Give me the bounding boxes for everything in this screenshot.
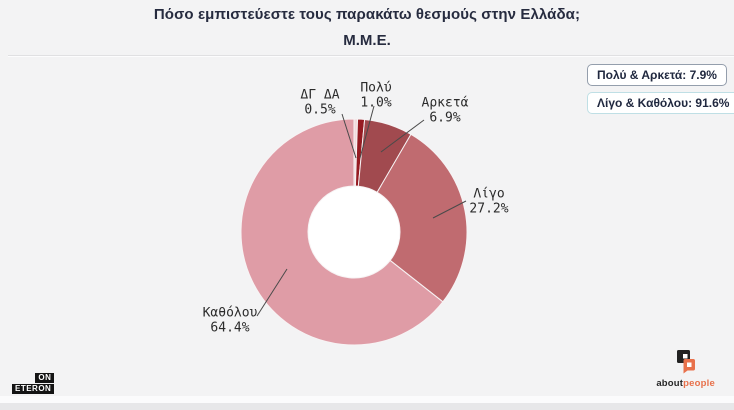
donut-hole [308, 186, 400, 278]
slice-label-ligo: Λίγο [473, 187, 504, 202]
slice-percent-poly: 1.0% [360, 96, 391, 111]
slice-percent-arketa: 6.9% [429, 111, 460, 126]
aboutpeople-wordmark: aboutpeople [656, 378, 715, 389]
summary-badge-poly-arketa: Πολύ & Αρκετά: 7.9% [587, 64, 727, 86]
leader-line-poly [359, 105, 375, 159]
slice-label-dg-da: ΔΓ ΔΑ [300, 88, 339, 103]
eteron-logo-on: ON [35, 373, 55, 383]
slice-label-arketa: Αρκετά [422, 96, 469, 111]
aboutpeople-word-people: people [683, 378, 715, 389]
eteron-logo: ON ETERON [12, 373, 55, 394]
title-divider [8, 55, 734, 56]
chart-subtitle: Μ.Μ.Ε. [343, 32, 391, 49]
aboutpeople-logo: aboutpeople [656, 349, 715, 389]
leader-line-ligo [432, 200, 467, 219]
leader-line-katholou [256, 268, 288, 317]
summary-badges: Πολύ & Αρκετά: 7.9% Λίγο & Καθόλου: 91.6… [587, 64, 734, 114]
aboutpeople-word-about: about [656, 378, 684, 389]
chart-title: Πόσο εμπιστεύεστε τους παρακάτω θεσμούς … [153, 6, 581, 23]
slice-percent-ligo: 27.2% [469, 202, 508, 217]
slice-label-poly: Πολύ [360, 81, 391, 96]
summary-badge-ligo-katholou: Λίγο & Καθόλου: 91.6% [587, 92, 734, 114]
leader-line-arketa [380, 119, 425, 153]
leader-line-dg-da [341, 113, 357, 159]
bottom-gray-strip [0, 403, 734, 410]
eteron-logo-name: ETERON [12, 384, 55, 394]
slice-label-katholou: Καθόλου [203, 306, 258, 321]
pie-slice-katholou[interactable] [240, 118, 444, 346]
pie-slice-ligo[interactable] [376, 133, 468, 303]
bottom-white-band [0, 396, 734, 403]
slice-percent-katholou: 64.4% [210, 321, 249, 336]
aboutpeople-icon [676, 350, 695, 374]
slice-percent-dg-da: 0.5% [304, 103, 335, 118]
